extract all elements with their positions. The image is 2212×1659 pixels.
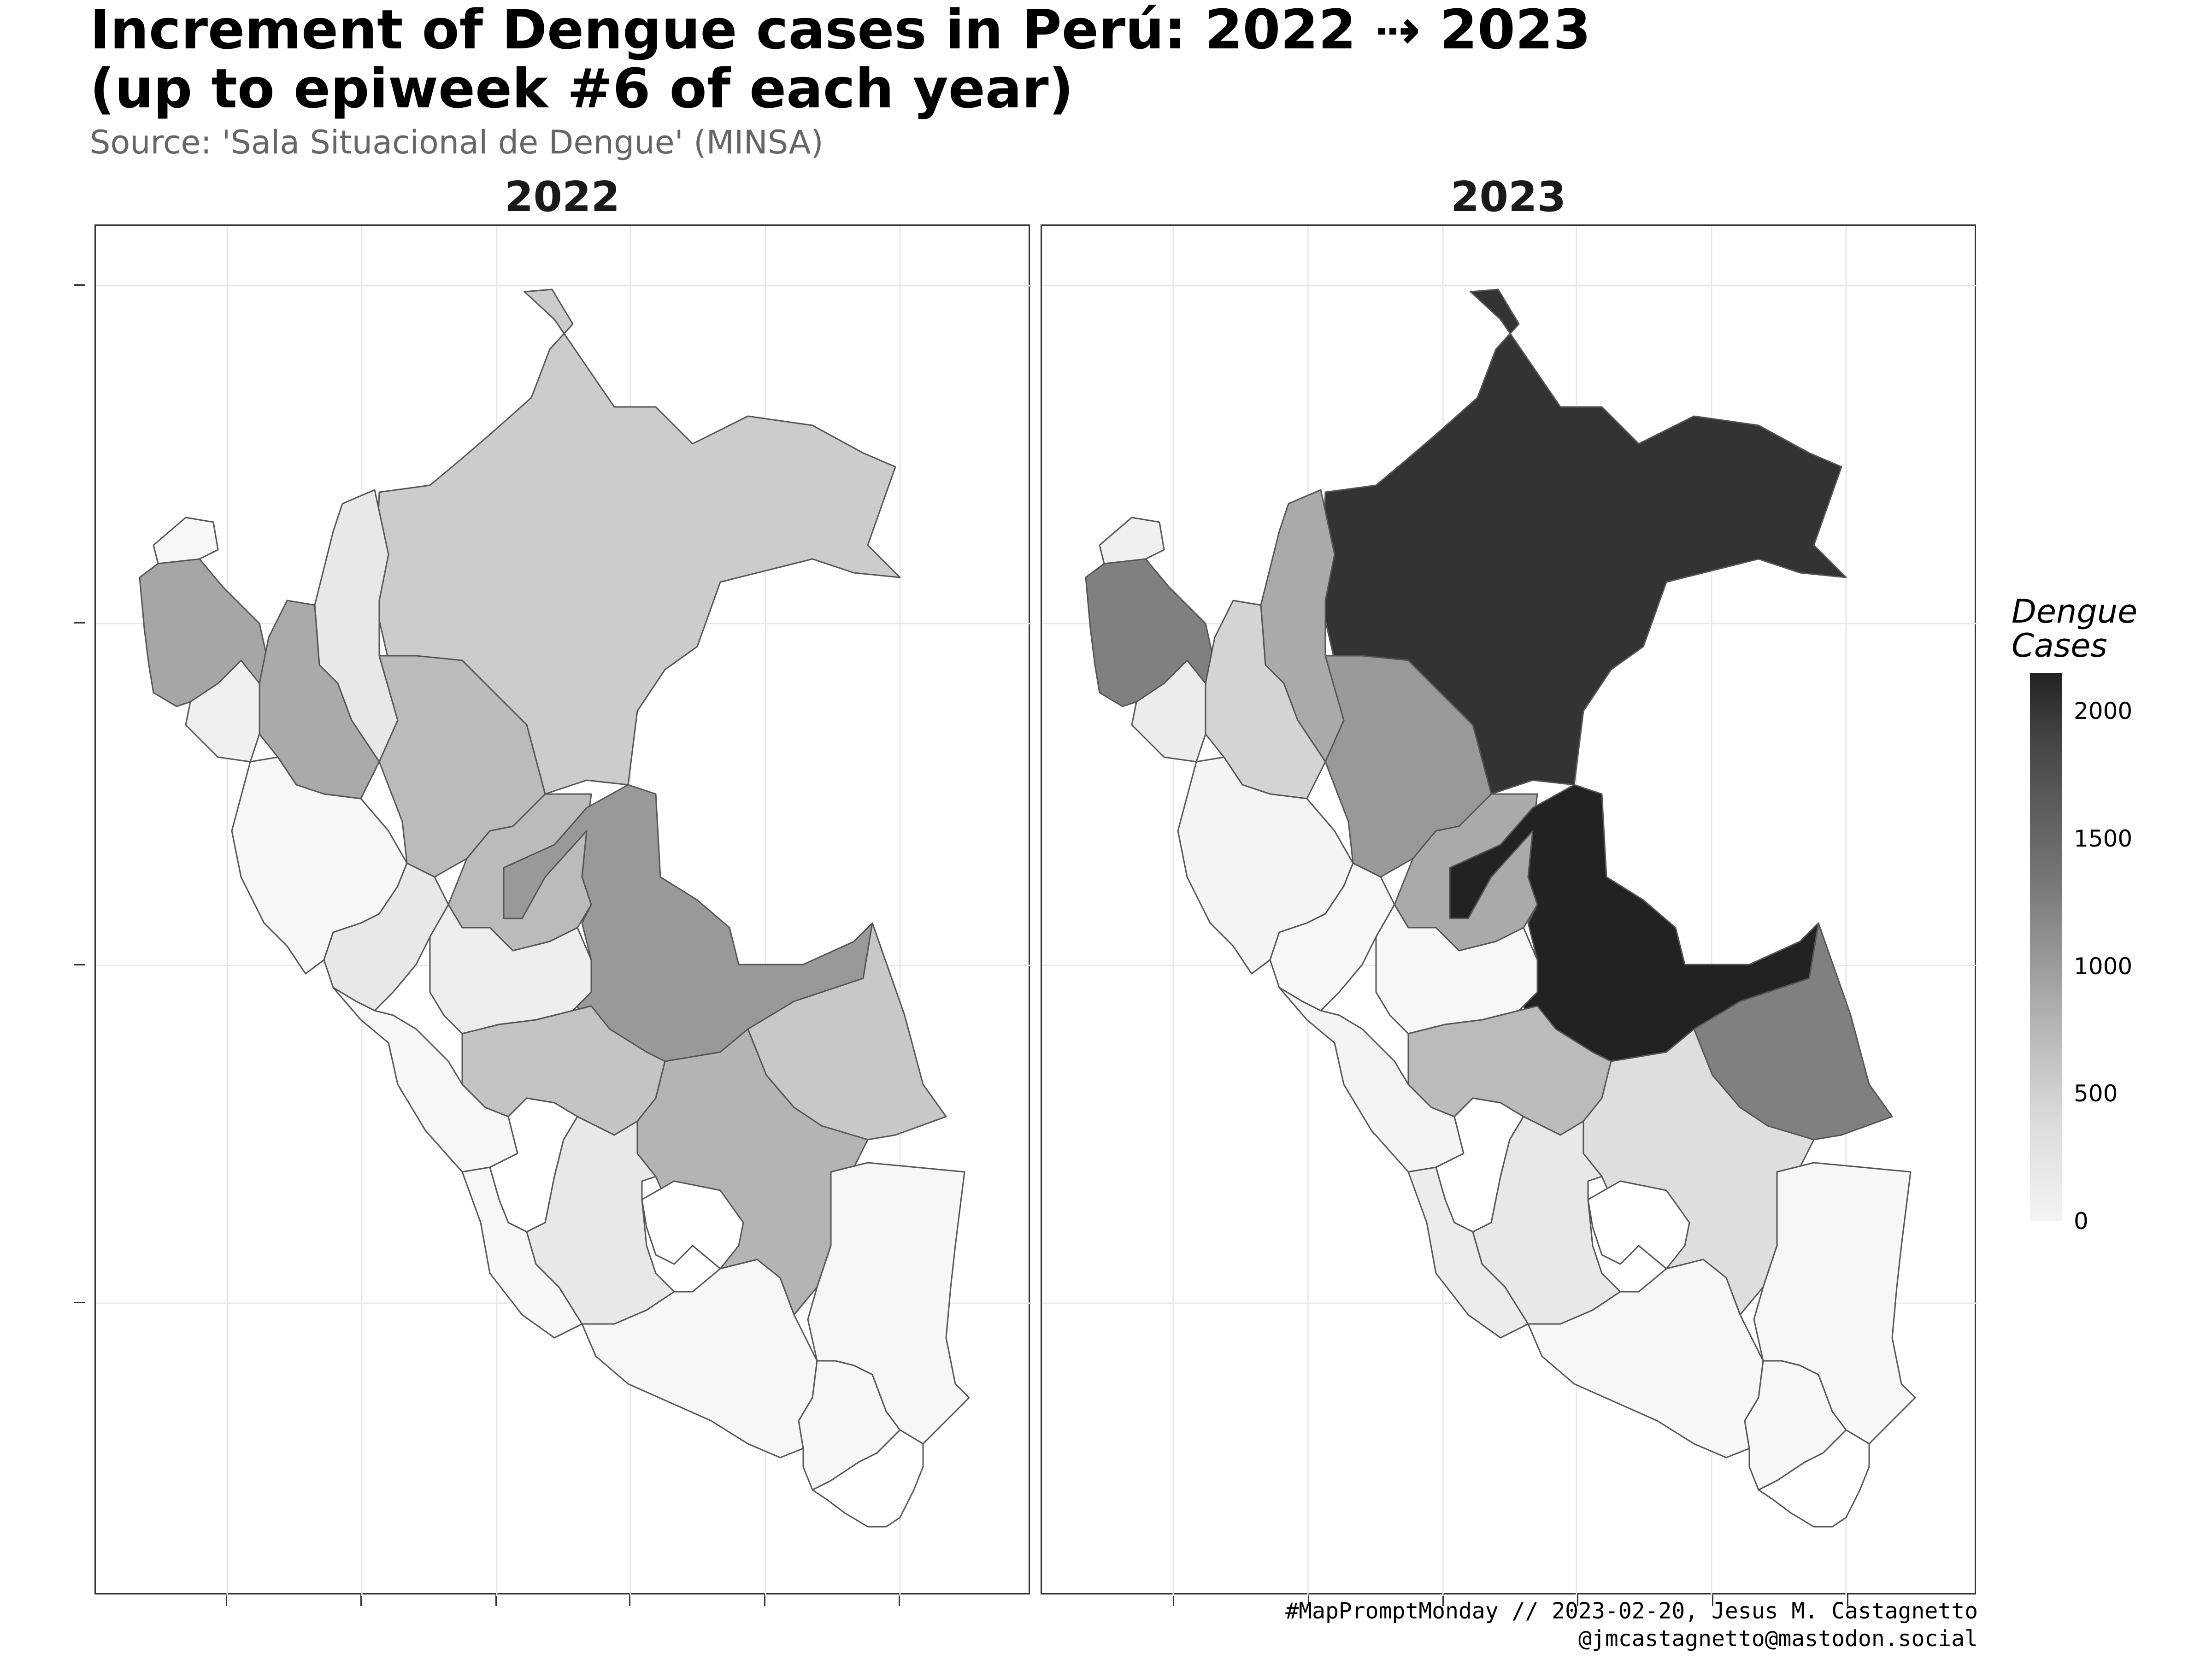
x-axis-tick [764, 1594, 765, 1606]
legend-tick-mark [2065, 838, 2071, 840]
legend-tick-label: 500 [2074, 1080, 2118, 1107]
x-axis-tick [1442, 1594, 1444, 1606]
legend-title-line-1: Dengue [2012, 593, 2138, 630]
region-tacna [812, 1429, 924, 1528]
y-axis-tick [74, 622, 85, 624]
legend-tick-label: 1500 [2074, 825, 2133, 852]
legend-tick-label: 1000 [2074, 953, 2133, 980]
legend-tick-label: 2000 [2074, 698, 2133, 725]
peru-map-2022 [96, 226, 1031, 1596]
region-madre-de-dios [1693, 922, 1893, 1141]
y-axis-tick [74, 1302, 85, 1303]
legend-colorbar [2030, 673, 2062, 1221]
x-axis-tick [1712, 1594, 1713, 1606]
y-axis-tick [74, 284, 85, 286]
legend-title: Dengue Cases [2012, 594, 2137, 663]
title-line-2: (up to epiweek #6 of each year) [90, 57, 1074, 120]
legend-tick-mark [2065, 1093, 2071, 1095]
x-axis-tick [226, 1594, 227, 1606]
legend-title-line-2: Cases [2012, 627, 2107, 665]
peru-map-2023 [1042, 226, 1977, 1596]
map-panel-2023 [1041, 224, 1977, 1596]
region-loreto [374, 288, 901, 795]
map-panel-2022 [94, 224, 1031, 1596]
x-axis-tick [1847, 1594, 1848, 1606]
region-cajamarca [1205, 600, 1326, 800]
y-axis-tick [74, 964, 85, 965]
map-title: Increment of Dengue cases in Perú: 2022 … [90, 0, 1591, 118]
legend-tick-label: 0 [2074, 1208, 2088, 1235]
legend-tick-mark [2065, 1221, 2071, 1222]
caption-line-1: #MapPromptMonday // 2023-02-20, Jesus M.… [1285, 1598, 1978, 1624]
facet-label-2023: 2023 [1450, 173, 1566, 221]
x-axis-tick [360, 1594, 362, 1606]
legend-tick-mark [2065, 711, 2071, 712]
facet-label-2022: 2022 [504, 173, 620, 221]
x-axis-tick [495, 1594, 497, 1606]
x-axis-tick [899, 1594, 900, 1606]
x-axis-tick [629, 1594, 630, 1606]
region-tacna [1758, 1429, 1870, 1528]
title-line-1: Increment of Dengue cases in Perú: 2022 … [90, 0, 1591, 61]
x-axis-tick [1308, 1594, 1309, 1606]
region-loreto [1320, 288, 1847, 795]
x-axis-tick [1173, 1594, 1174, 1606]
x-axis-tick [1577, 1594, 1578, 1606]
region-cajamarca [259, 600, 380, 800]
region-madre-de-dios [747, 922, 947, 1141]
caption-line-2: @jmcastagnetto@mastodon.social [1578, 1626, 1978, 1652]
map-subtitle: Source: 'Sala Situacional de Dengue' (MI… [90, 124, 824, 161]
legend-tick-mark [2065, 965, 2071, 967]
